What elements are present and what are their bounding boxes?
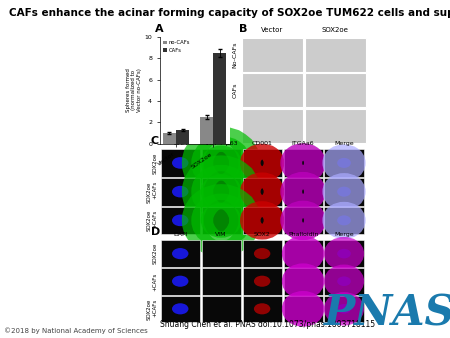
Bar [242,109,303,143]
Text: No-CAFs: No-CAFs [232,42,237,68]
Text: ITGAa6: ITGAa6 [292,141,315,146]
Bar [243,268,282,294]
Text: CAFs: CAFs [232,83,237,98]
Text: B: B [238,24,247,34]
Bar [243,295,282,322]
Bar [324,178,364,206]
Bar [284,149,323,177]
Bar [213,53,226,144]
Bar [161,207,200,234]
Ellipse shape [172,186,189,197]
Ellipse shape [172,303,189,314]
Bar [324,268,364,294]
Bar [202,240,241,267]
Text: VIM: VIM [216,232,227,237]
Ellipse shape [172,276,189,287]
Ellipse shape [337,187,351,197]
Bar [200,117,213,144]
Bar [161,240,200,267]
Bar [243,207,282,234]
Text: PNAS: PNAS [324,293,450,335]
Ellipse shape [254,248,270,259]
Text: Merge: Merge [334,141,354,146]
Bar [243,149,282,177]
Ellipse shape [337,276,351,286]
Bar [284,207,323,234]
Bar [243,178,282,206]
Bar [284,295,323,322]
Text: DAPI: DAPI [173,232,188,237]
Bar [284,268,323,294]
Bar [242,73,303,107]
Legend: no-CAFs, CAFs: no-CAFs, CAFs [162,40,191,53]
Bar [324,207,364,234]
Text: SOX2oe: SOX2oe [153,152,158,174]
Bar [243,240,282,267]
Bar [284,240,323,267]
Bar [161,268,200,294]
Bar [163,133,176,144]
Text: Phalloidin: Phalloidin [288,232,318,237]
Text: SOX2oe
+CAFs: SOX2oe +CAFs [147,181,158,202]
Text: ©2018 by National Academy of Sciences: ©2018 by National Academy of Sciences [4,327,148,334]
Bar [161,295,200,322]
Bar [202,207,241,234]
Text: D: D [151,227,160,237]
Ellipse shape [337,249,351,259]
Text: SOX2oe
+CAFs: SOX2oe +CAFs [147,210,158,231]
Text: +CAFs: +CAFs [153,272,158,290]
Ellipse shape [172,248,189,259]
Bar [324,149,364,177]
Bar [284,178,323,206]
Text: SOX2oe
+CAFs: SOX2oe +CAFs [147,298,158,320]
Bar [161,149,200,177]
Text: DAPI: DAPI [173,141,188,146]
Bar [202,295,241,322]
Ellipse shape [337,158,351,168]
Bar [324,295,364,322]
Y-axis label: Spheres formed
(normalized to
Vector no-CAFs): Spheres formed (normalized to Vector no-… [126,69,142,112]
Bar [305,73,366,107]
Bar [305,109,366,143]
Ellipse shape [172,157,189,169]
Ellipse shape [254,276,270,287]
Text: SOX2oe: SOX2oe [322,27,349,33]
Bar [324,240,364,267]
Ellipse shape [337,215,351,225]
Text: Shuang Chen et al. PNAS doi:10.1073/pnas.1803718115: Shuang Chen et al. PNAS doi:10.1073/pnas… [160,319,375,329]
Ellipse shape [254,303,270,314]
Text: Vector: Vector [261,27,284,33]
Bar [202,178,241,206]
Text: CD001: CD001 [252,141,273,146]
Text: CAFs enhance the acinar forming capacity of SOX2oe TUM622 cells and suppress dys: CAFs enhance the acinar forming capacity… [9,8,450,19]
Bar [202,268,241,294]
Text: Merge: Merge [334,232,354,237]
Bar [161,178,200,206]
Bar [176,130,189,144]
Text: SOX2oe: SOX2oe [153,243,158,264]
Bar [305,38,366,72]
Bar [202,149,241,177]
Ellipse shape [172,215,189,226]
Text: VIM + p63: VIM + p63 [205,141,238,146]
Bar [242,38,303,72]
Ellipse shape [337,304,351,314]
Text: C: C [151,136,159,146]
Text: A: A [155,24,164,34]
Text: SOX2: SOX2 [254,232,270,237]
